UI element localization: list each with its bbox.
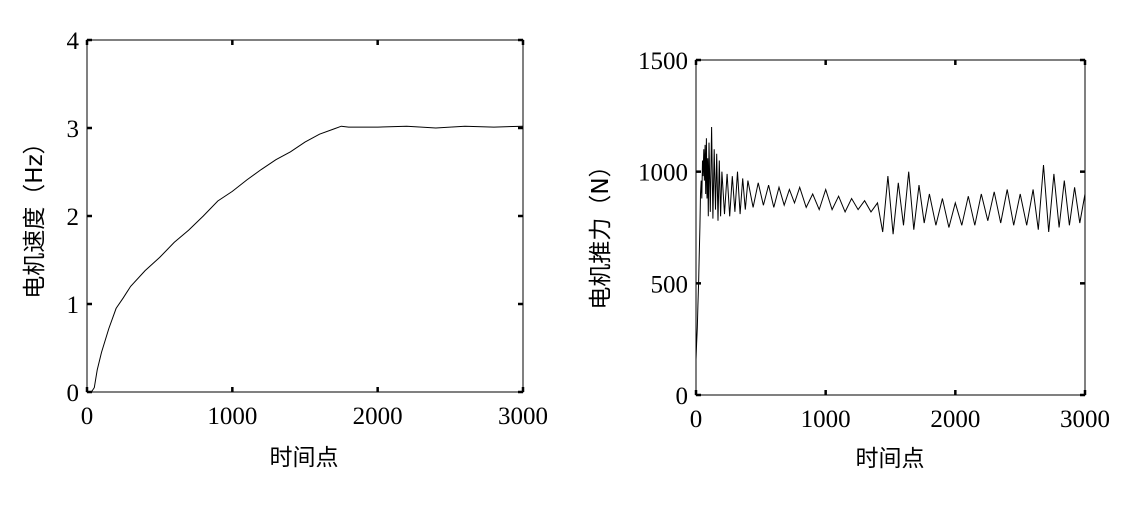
motor-speed-chart: 时间点 电机速度（Hz） 0 1000 2000 3000 0 1 2 3 4: [22, 28, 548, 471]
y-tick-label: 1000: [638, 160, 688, 187]
y-tick-label: 0: [676, 383, 689, 410]
x-tick-label: 1000: [801, 406, 851, 433]
x-tick-label: 3000: [498, 403, 548, 430]
x-axis-title: 时间点: [270, 445, 339, 471]
series-line: [695, 126, 1086, 360]
plot-frame: [86, 39, 524, 393]
motor-thrust-chart: 时间点 电机推力（N） 0 1000 2000 3000 0 500 1000 1500: [588, 48, 1110, 472]
y-tick-label: 1500: [638, 48, 688, 75]
y-tick-label: 0: [67, 380, 80, 407]
y-axis-title: 电机速度（Hz）: [22, 131, 48, 298]
x-tick-label: 3000: [1060, 406, 1110, 433]
x-tick-label: 2000: [353, 403, 403, 430]
x-tick-label: 0: [690, 406, 703, 433]
y-tick-label: 4: [67, 28, 80, 55]
y-tick-label: 3: [67, 116, 80, 143]
y-axis-title: 电机推力（N）: [588, 154, 614, 309]
x-tick-label: 0: [81, 403, 94, 430]
plot-frame: [695, 59, 1086, 396]
x-tick-label: 2000: [930, 406, 980, 433]
y-tick-label: 500: [651, 271, 689, 298]
x-axis-title: 时间点: [856, 446, 925, 472]
y-tick-label: 1: [67, 292, 80, 319]
x-tick-label: 1000: [207, 403, 257, 430]
y-tick-label: 2: [67, 204, 80, 231]
series-line: [87, 125, 524, 393]
